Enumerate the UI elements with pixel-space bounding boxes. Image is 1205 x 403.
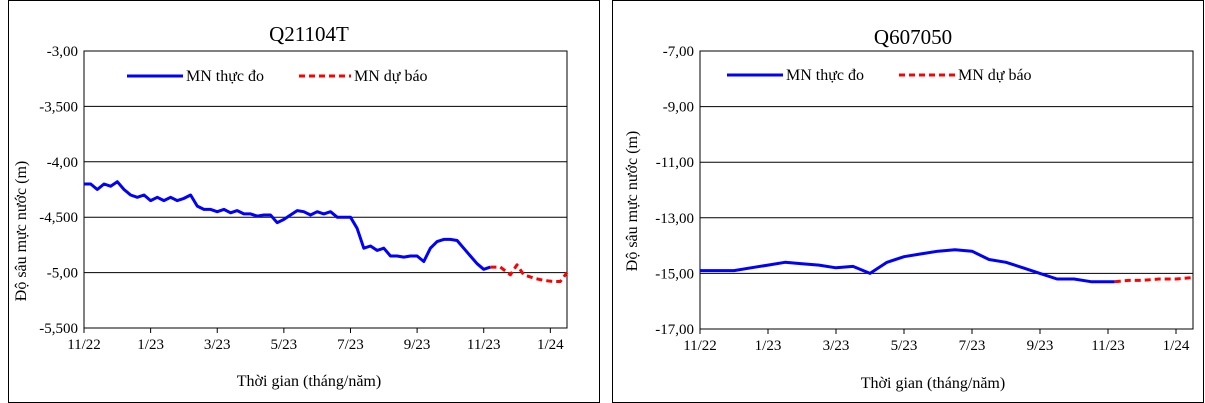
x-tick-label: 1/23 <box>755 338 782 354</box>
x-tick-label: 3/23 <box>823 338 850 354</box>
y-tick-label: -7,00 <box>663 44 694 60</box>
legend-label-measured: MN thực đo <box>786 67 864 84</box>
y-tick-label: -15,00 <box>655 266 694 282</box>
legend-label-forecast: MN dự báo <box>958 67 1032 84</box>
x-tick-label: 9/23 <box>1027 338 1054 354</box>
y-tick-label: -9,00 <box>663 100 694 116</box>
x-tick-label: 11/23 <box>467 337 501 353</box>
chart-q607050: Q607050 Độ sâu mực nước (m) Thời gian (t… <box>624 25 1194 392</box>
series-line-forecast <box>490 263 569 283</box>
y-tick-label: -4,500 <box>39 210 78 226</box>
x-tick-label: 7/23 <box>959 338 986 354</box>
y-tick-label: -3,00 <box>47 44 78 60</box>
chart-panel-q607050: Q607050 Độ sâu mực nước (m) Thời gian (t… <box>612 0 1204 403</box>
plot-area <box>83 50 568 329</box>
x-tick-label: 11/22 <box>67 337 101 353</box>
y-tick-label: -3,500 <box>39 99 78 115</box>
x-axis-label: Thời gian (tháng/năm) <box>237 373 381 390</box>
y-tick-label: -13,00 <box>655 211 694 227</box>
plot-area <box>699 50 1194 330</box>
legend-label-forecast: MN dự báo <box>354 68 428 85</box>
y-tick-label: -5,00 <box>47 266 78 282</box>
chart-q21104t: Q21104T Độ sâu mực nước (m) Thời gian (t… <box>13 22 569 390</box>
x-tick-label: 5/23 <box>891 338 918 354</box>
x-axis-label: Thời gian (tháng/năm) <box>861 375 1005 392</box>
x-tick-label: 3/23 <box>204 337 231 353</box>
series-line-measured <box>84 180 491 271</box>
y-tick-label: -5,500 <box>39 321 78 337</box>
x-tick-label: 11/22 <box>683 338 717 354</box>
chart-panel-q21104t: Q21104T Độ sâu mực nước (m) Thời gian (t… <box>8 0 600 403</box>
y-tick-label: -17,00 <box>655 322 694 338</box>
y-axis-label: Độ sâu mực nước (m) <box>624 131 641 271</box>
x-tick-label: 9/23 <box>404 337 431 353</box>
y-tick-label: -4,00 <box>47 155 78 171</box>
legend-label-measured: MN thực đo <box>186 68 264 85</box>
chart-title: Q607050 <box>874 25 952 49</box>
y-axis-label: Độ sâu mực nước (m) <box>13 161 30 301</box>
series-line-forecast <box>1114 276 1194 284</box>
x-tick-label: 7/23 <box>337 337 364 353</box>
x-tick-label: 5/23 <box>271 337 298 353</box>
x-tick-label: 1/23 <box>137 337 164 353</box>
series-line-measured <box>700 248 1115 284</box>
x-tick-label: 1/24 <box>1163 338 1190 354</box>
chart-title: Q21104T <box>269 22 349 46</box>
y-tick-label: -11,00 <box>656 155 694 171</box>
x-tick-label: 11/23 <box>1091 338 1125 354</box>
x-tick-label: 1/24 <box>537 337 564 353</box>
